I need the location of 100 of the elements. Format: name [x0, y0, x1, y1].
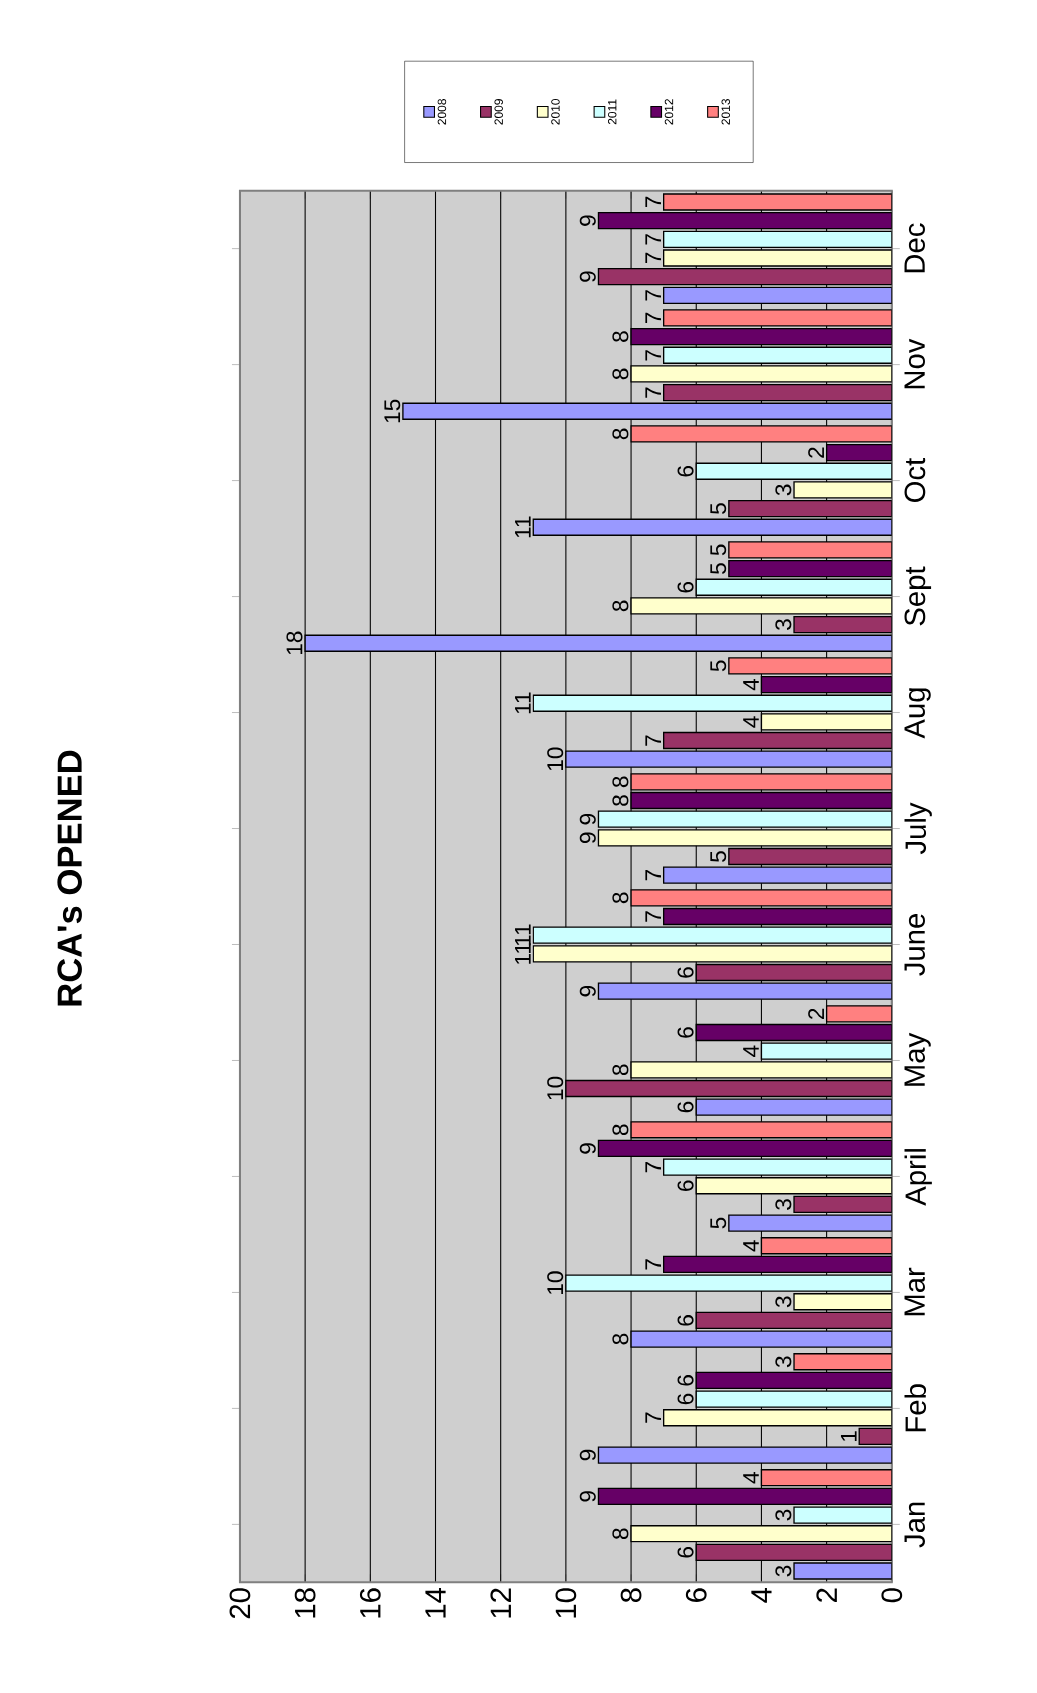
data-label: 5: [710, 851, 727, 862]
bar: [532, 518, 892, 536]
legend-label: 2012: [664, 99, 674, 125]
bar: [728, 559, 892, 578]
data-label: 3: [775, 619, 792, 631]
bar: [662, 286, 892, 304]
x-tick-label: 4: [751, 1587, 772, 1603]
data-label: 8: [612, 1124, 629, 1136]
data-label: 6: [677, 1027, 694, 1038]
legend-label: 2010: [551, 98, 560, 125]
y-tick-label: Sept: [904, 566, 932, 626]
data-label: 8: [612, 1064, 629, 1076]
data-label: 8: [612, 428, 629, 440]
data-label: 6: [677, 1547, 694, 1558]
data-label: 4: [743, 1045, 759, 1057]
data-label: 10: [547, 747, 564, 771]
x-tick-label: 20: [229, 1588, 251, 1619]
y-tick-label: June: [904, 914, 925, 976]
data-label: 6: [677, 465, 694, 477]
data-label: 8: [612, 1333, 629, 1345]
data-label: 6: [677, 1375, 694, 1386]
data-label: 3: [775, 1296, 792, 1308]
data-label: 3: [775, 1509, 792, 1521]
x-tick-label: 18: [294, 1588, 316, 1618]
data-label: 7: [645, 312, 661, 324]
data-label: 11: [514, 516, 531, 538]
data-label: 6: [677, 967, 694, 978]
data-label: 9: [579, 271, 596, 282]
data-label: 7: [645, 1412, 661, 1423]
data-label: 8: [612, 331, 629, 342]
data-label: 6: [677, 1393, 694, 1405]
data-label: 10: [547, 1271, 564, 1294]
data-label: 5: [710, 503, 727, 514]
bar: [402, 402, 892, 420]
text: RCA's OPENED: [57, 750, 82, 1006]
x-tick-label: 0: [881, 1588, 903, 1603]
bar: [662, 1255, 892, 1274]
data-label: 2: [808, 447, 824, 458]
y-tick-label: Jan: [904, 1502, 925, 1548]
data-label: 4: [743, 678, 759, 691]
data-label: 8: [612, 368, 629, 380]
x-tick-label: 16: [359, 1588, 381, 1618]
data-label: 6: [677, 1101, 694, 1113]
x-tick-label: 14: [425, 1587, 446, 1618]
y-tick-label: April: [904, 1149, 932, 1206]
bar: [630, 791, 892, 810]
bar: [565, 750, 892, 768]
data-label: 7: [645, 911, 661, 922]
legend-label: 2009: [494, 99, 503, 125]
y-tick-label: May: [904, 1032, 931, 1086]
data-label: 5: [710, 660, 727, 672]
data-label: 9: [579, 985, 596, 997]
y-tick-label: Dec: [904, 223, 925, 273]
data-label: 7: [645, 1259, 661, 1270]
bar: [597, 1487, 892, 1506]
data-label: 4: [743, 1472, 759, 1484]
data-label: 5: [710, 544, 727, 556]
data-label: 9: [579, 215, 596, 226]
data-label: 7: [645, 252, 661, 264]
bar: [597, 1139, 892, 1158]
data-label: 6: [677, 1180, 694, 1191]
y-tick-label: Feb: [904, 1384, 927, 1432]
data-label: 7: [645, 735, 661, 746]
data-label: 11: [514, 924, 531, 946]
y-tick-label: Aug: [904, 688, 931, 739]
x-tick-label: 12: [490, 1588, 511, 1618]
data-label: 5: [710, 1217, 727, 1229]
data-label: 7: [645, 290, 661, 301]
bar: [630, 327, 892, 346]
data-label: 7: [645, 870, 661, 881]
x-tick-label: 2: [816, 1588, 837, 1602]
data-label: 9: [579, 1449, 596, 1461]
data-label: 8: [612, 892, 629, 904]
data-label: 7: [645, 387, 661, 398]
y-tick-label: Nov: [904, 338, 925, 389]
data-label: 15: [384, 399, 401, 423]
bar: [760, 675, 892, 694]
data-label: 4: [743, 716, 759, 728]
y-tick-label: Oct: [904, 457, 926, 503]
data-label: 9: [579, 813, 596, 825]
data-label: 7: [645, 196, 661, 208]
data-label: 8: [612, 776, 629, 788]
data-label: 2: [808, 1008, 824, 1019]
data-label: 10: [547, 1076, 564, 1100]
y-tick-label: Mar: [904, 1267, 925, 1316]
data-label: 6: [677, 581, 694, 593]
data-label: 18: [286, 631, 303, 655]
data-label: 3: [775, 484, 792, 496]
data-label: 4: [743, 1240, 759, 1252]
bar: [695, 1023, 892, 1042]
bar: [662, 907, 892, 926]
bar: [304, 634, 892, 652]
data-label: 11: [514, 692, 531, 714]
data-label: 9: [579, 1491, 596, 1502]
data-label: 8: [612, 1528, 629, 1540]
x-tick-label: 10: [555, 1588, 577, 1618]
data-label: 8: [612, 600, 629, 612]
x-tick-label: 6: [685, 1588, 707, 1602]
data-label: 8: [612, 795, 629, 806]
legend-label: 2008: [437, 99, 447, 125]
